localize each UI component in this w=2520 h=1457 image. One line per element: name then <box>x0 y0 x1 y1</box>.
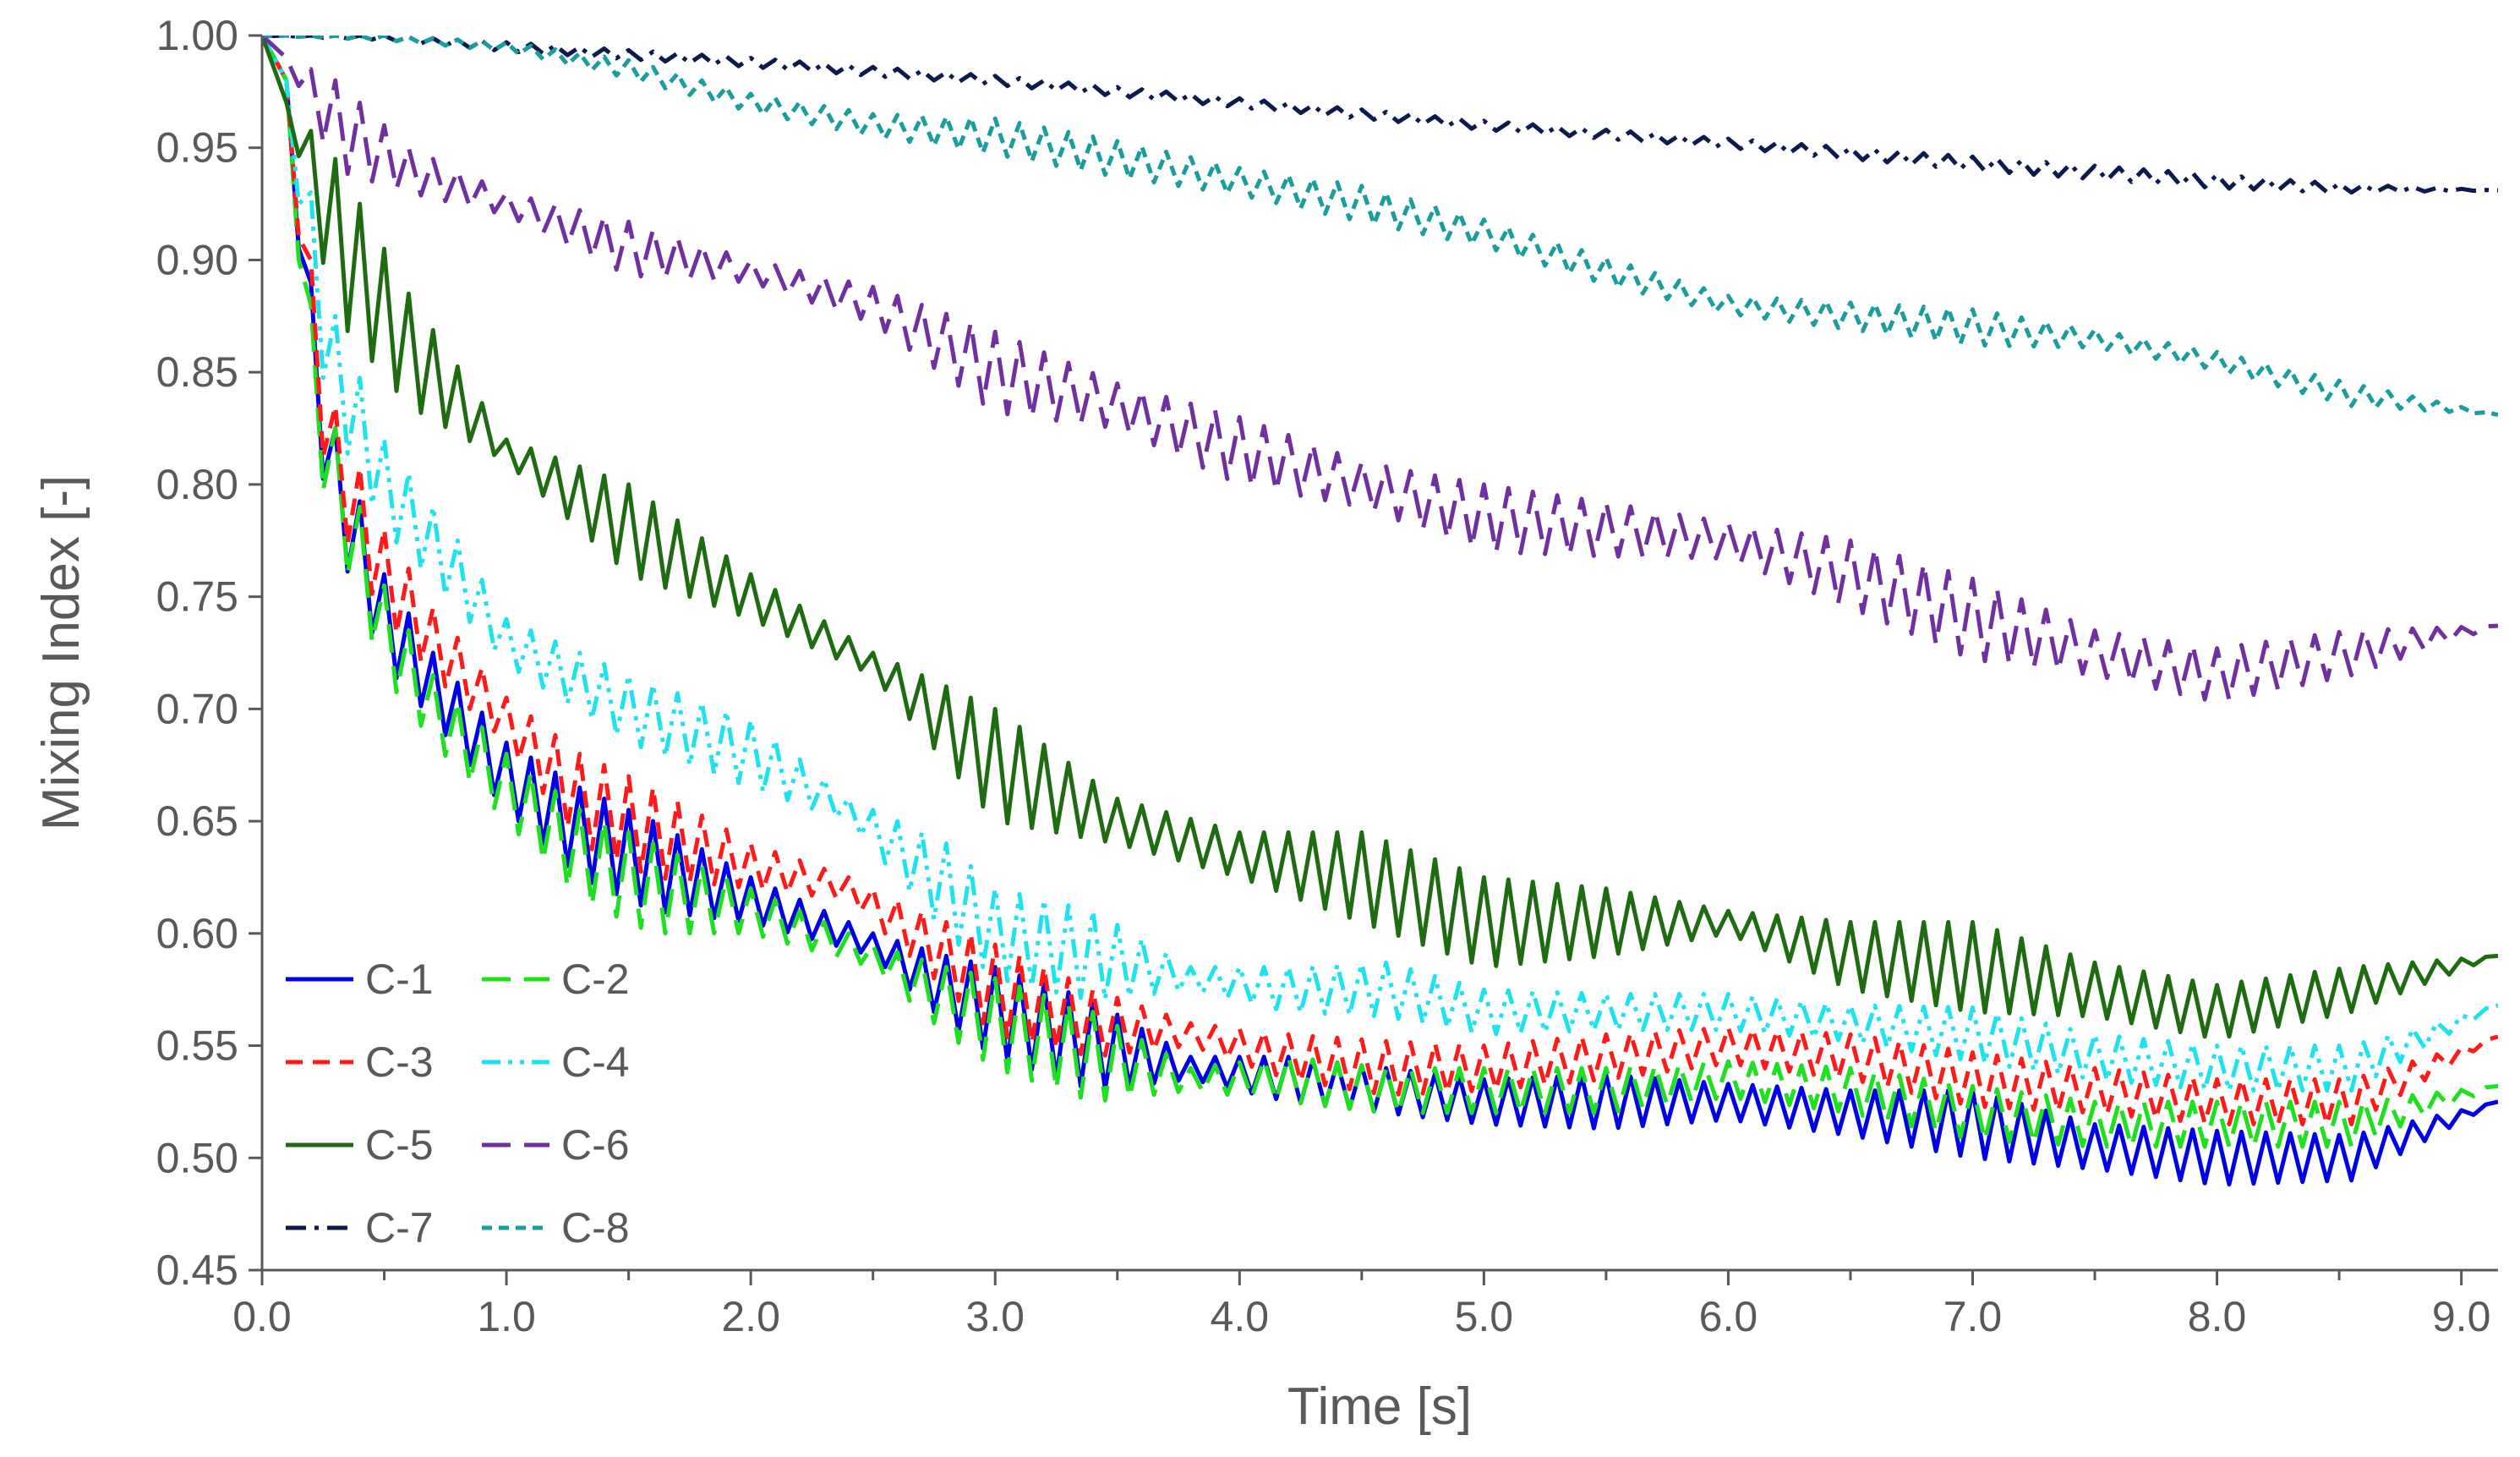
series-line-C-4 <box>262 36 2498 1093</box>
legend-label-C-8: C-8 <box>561 1204 630 1252</box>
series-line-C-5 <box>262 36 2498 1039</box>
legend-label-C-5: C-5 <box>365 1121 434 1169</box>
x-tick-label: 3.0 <box>965 1293 1025 1340</box>
y-tick-label: 1.00 <box>156 12 238 59</box>
y-tick-label: 0.90 <box>156 236 238 283</box>
legend-label-C-1: C-1 <box>365 956 434 1003</box>
x-tick-label: 5.0 <box>1455 1293 1514 1340</box>
x-tick-label: 8.0 <box>2188 1293 2247 1340</box>
series-line-C-1 <box>262 36 2498 1187</box>
legend-label-C-6: C-6 <box>561 1121 630 1169</box>
y-tick-label: 0.45 <box>156 1246 238 1294</box>
y-tick-label: 0.80 <box>156 461 238 508</box>
x-tick-label: 4.0 <box>1211 1293 1270 1340</box>
y-tick-label: 0.55 <box>156 1022 238 1070</box>
y-tick-label: 0.75 <box>156 573 238 621</box>
x-axis-title: Time [s] <box>1287 1378 1472 1436</box>
y-tick-label: 0.60 <box>156 910 238 957</box>
series-line-C-7 <box>262 36 2498 195</box>
legend-label-C-4: C-4 <box>561 1038 630 1086</box>
legend-label-C-2: C-2 <box>561 956 630 1003</box>
series-line-C-3 <box>262 36 2498 1126</box>
series-line-C-2 <box>262 36 2498 1149</box>
x-tick-label: 1.0 <box>477 1293 536 1340</box>
x-tick-label: 7.0 <box>1943 1293 2003 1340</box>
series-line-C-6 <box>262 36 2498 702</box>
x-tick-label: 6.0 <box>1699 1293 1758 1340</box>
y-tick-label: 0.65 <box>156 797 238 845</box>
legend: C-1 C-2 C-3 C-4 C-5 C-6 C-7 C-8 <box>286 956 630 1252</box>
y-axis-title: Mixing Index [-] <box>32 475 90 830</box>
y-tick-label: 0.70 <box>156 685 238 732</box>
x-tick-label: 2.0 <box>721 1293 780 1340</box>
legend-label-C-3: C-3 <box>365 1038 434 1086</box>
y-tick-label: 0.95 <box>156 124 238 172</box>
legend-label-C-7: C-7 <box>365 1204 434 1252</box>
y-tick-label: 0.50 <box>156 1134 238 1181</box>
series-line-C-8 <box>262 36 2498 418</box>
x-tick-label: 9.0 <box>2432 1293 2491 1340</box>
y-tick-label: 0.85 <box>156 348 238 396</box>
x-tick-label: 0.0 <box>232 1293 292 1340</box>
